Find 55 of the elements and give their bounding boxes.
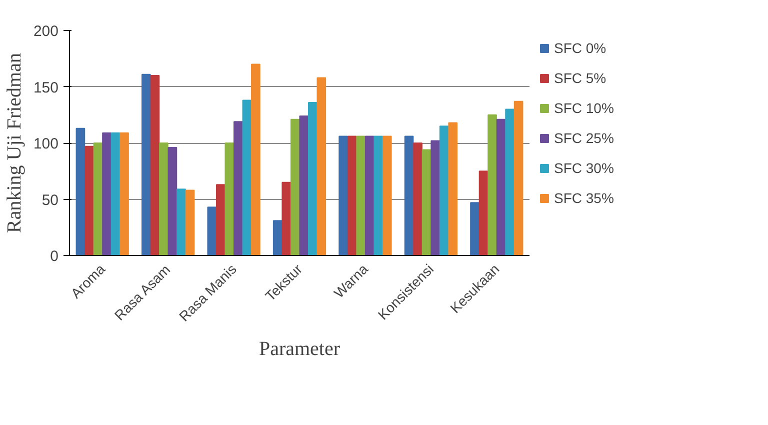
bar xyxy=(272,220,282,256)
bar xyxy=(299,116,309,256)
bar xyxy=(439,126,449,256)
bar xyxy=(150,75,160,256)
legend-label: SFC 35% xyxy=(554,190,614,206)
bar xyxy=(488,114,497,256)
bar xyxy=(76,128,86,256)
bar xyxy=(242,100,252,256)
bar xyxy=(142,74,151,256)
bar xyxy=(159,142,168,256)
bar xyxy=(382,136,392,256)
bar xyxy=(282,182,292,256)
bar xyxy=(478,170,488,256)
y-tick-label: 0 xyxy=(50,248,58,265)
bar xyxy=(404,136,414,256)
bar xyxy=(448,122,458,256)
legend-label: SFC 30% xyxy=(554,160,614,176)
bar xyxy=(120,132,129,256)
bar xyxy=(364,136,374,256)
bar xyxy=(430,140,440,256)
bar xyxy=(185,190,195,256)
bar xyxy=(496,118,506,256)
bar xyxy=(110,132,120,256)
bar xyxy=(168,147,178,256)
bar xyxy=(356,136,366,256)
bar xyxy=(251,64,260,256)
y-tick-label: 150 xyxy=(33,79,59,96)
legend-label: SFC 10% xyxy=(554,100,614,116)
bar xyxy=(413,142,422,256)
bar xyxy=(470,202,480,256)
bar xyxy=(84,146,94,256)
y-tick-label: 200 xyxy=(33,23,59,40)
y-tick-label: 100 xyxy=(33,136,59,152)
legend-label: SFC 5% xyxy=(554,70,606,86)
bar xyxy=(102,132,112,256)
legend-label: SFC 0% xyxy=(554,40,606,56)
bar xyxy=(176,188,186,256)
bar xyxy=(374,136,384,256)
bar xyxy=(224,142,234,256)
bar xyxy=(308,102,318,256)
bar xyxy=(505,108,514,256)
bar xyxy=(207,206,217,256)
bar xyxy=(514,100,524,256)
bar xyxy=(290,118,300,256)
bar xyxy=(338,136,348,256)
y-tick-label: 50 xyxy=(42,192,59,209)
bar xyxy=(422,149,432,256)
bar xyxy=(234,121,243,256)
bar xyxy=(347,136,357,256)
x-axis-title: Parameter xyxy=(258,338,340,360)
y-axis-title: Ranking Uji Friedman xyxy=(3,53,26,233)
bar xyxy=(216,184,226,256)
bar xyxy=(316,77,326,256)
legend-label: SFC 25% xyxy=(554,130,614,146)
bar xyxy=(93,142,103,256)
